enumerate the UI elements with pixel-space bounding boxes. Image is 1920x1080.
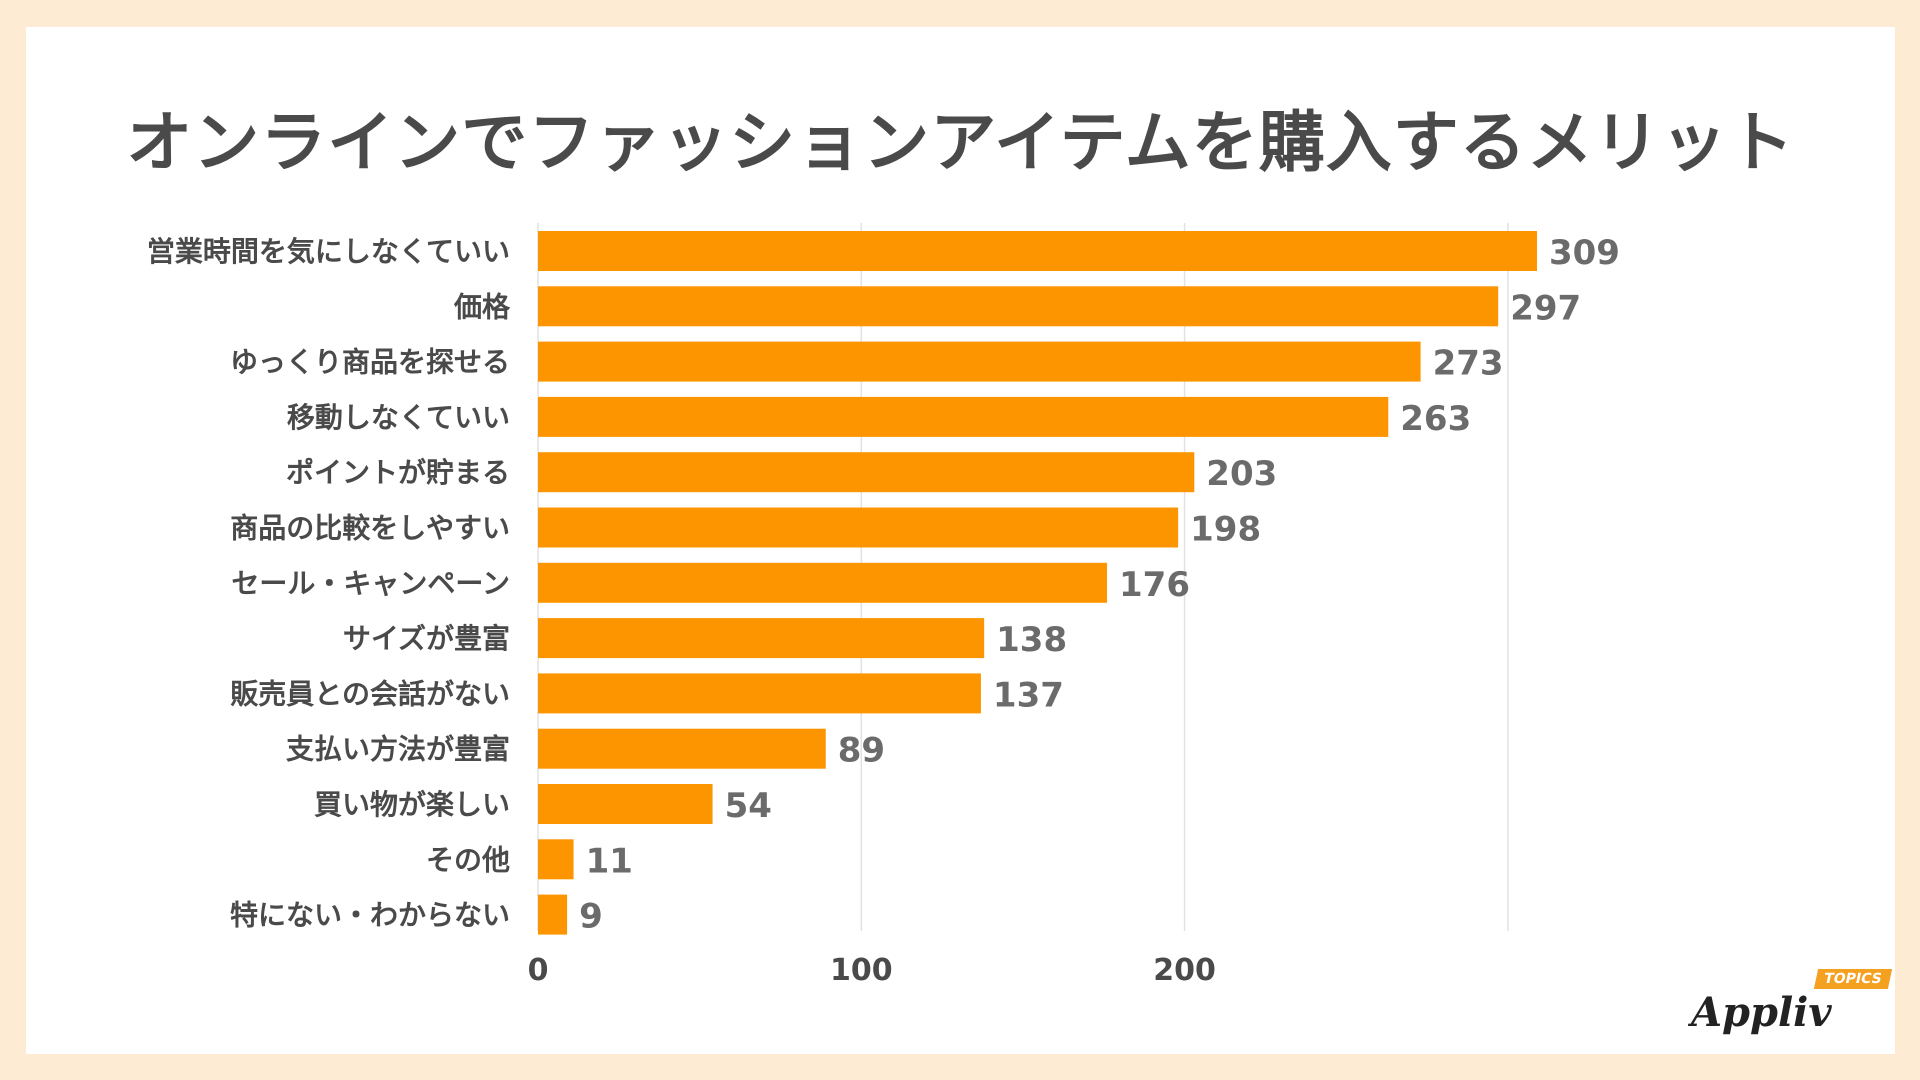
value-label: 198 <box>1190 510 1261 550</box>
logo-tag: TOPICS <box>1813 969 1892 989</box>
bar <box>538 839 574 880</box>
bar <box>538 894 568 935</box>
category-label: サイズが豊富 <box>343 622 510 655</box>
chart-title: オンラインでファッションアイテムを購入するメリット <box>126 104 1795 181</box>
value-label: 263 <box>1400 399 1471 439</box>
value-label: 54 <box>725 786 772 826</box>
category-label: 特にない・わからない <box>230 899 510 932</box>
value-label: 203 <box>1206 454 1277 494</box>
logo-text: Appliv <box>1691 989 1832 1036</box>
value-label: 297 <box>1510 288 1581 328</box>
value-label: 176 <box>1119 565 1190 605</box>
bar-chart: 0 100 200 営業時間を気にしなくていい 309 価格 297 ゆっくり商品を探せる 27… <box>147 223 1620 988</box>
category-label: 商品の比較をしやすい <box>230 512 510 545</box>
category-label: 価格 <box>453 290 511 323</box>
bar <box>538 396 1389 437</box>
value-label: 11 <box>586 841 633 881</box>
bar <box>538 286 1499 327</box>
value-label: 89 <box>838 731 885 771</box>
x-tick-label: 0 <box>528 953 549 988</box>
bar <box>538 784 713 824</box>
bar <box>538 231 1537 271</box>
category-label: ゆっくり商品を探せる <box>230 346 510 379</box>
bar <box>538 452 1195 493</box>
bar <box>538 562 1108 603</box>
category-label: セール・キャンペーン <box>231 567 510 600</box>
x-tick-label: 200 <box>1153 953 1216 988</box>
value-label: 9 <box>579 897 603 937</box>
category-label: 買い物が楽しい <box>314 788 510 821</box>
x-tick-label: 100 <box>830 953 893 988</box>
bar <box>538 728 826 769</box>
value-label: 273 <box>1433 344 1504 384</box>
value-label: 137 <box>993 675 1064 715</box>
category-label: 移動しなくていい <box>287 401 510 434</box>
bar <box>538 507 1179 548</box>
category-label: ポイントが貯まる <box>286 456 510 489</box>
category-label: 支払い方法が豊富 <box>286 733 510 766</box>
bar <box>538 618 985 659</box>
appliv-topics-logo: TOPICS Appliv <box>1691 967 1892 1047</box>
category-label: 販売員との会話がない <box>230 677 510 710</box>
category-label: その他 <box>426 843 510 876</box>
chart-card: オンラインでファッションアイテムを購入するメリット 0 100 200 営業時間を気に… <box>26 27 1895 1054</box>
bar <box>538 341 1421 382</box>
category-label: 営業時間を気にしなくていい <box>147 235 510 268</box>
value-label: 309 <box>1549 233 1620 273</box>
bar <box>538 673 981 714</box>
value-label: 138 <box>996 620 1067 660</box>
